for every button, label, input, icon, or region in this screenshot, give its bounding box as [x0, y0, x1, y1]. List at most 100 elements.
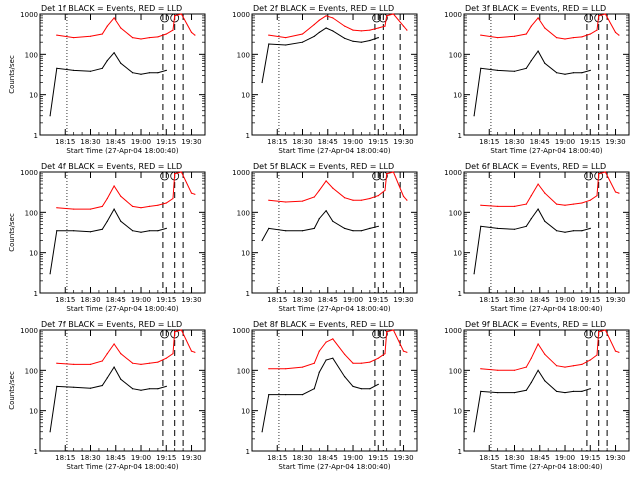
data-point-lld	[172, 197, 174, 200]
data-point-events	[132, 72, 134, 74]
y-tick-label: 10	[453, 408, 462, 416]
x-tick-label: 19:30	[181, 138, 201, 146]
y-tick-label: 100	[449, 51, 462, 59]
data-point-lld	[386, 173, 388, 175]
data-point-lld	[325, 180, 327, 182]
data-point-lld	[537, 183, 539, 185]
y-tick-label: 1000	[20, 327, 38, 335]
data-point-lld	[325, 15, 327, 17]
y-tick-label: 1	[34, 290, 38, 298]
panel-title: Det 7f BLACK = Events, RED = LLD	[41, 320, 182, 329]
data-point-events	[352, 385, 354, 387]
data-point-lld	[596, 354, 598, 356]
data-point-lld	[402, 25, 405, 27]
data-point-lld	[480, 204, 482, 206]
x-tick-label: 18:30	[292, 138, 312, 146]
data-point-lld	[120, 195, 122, 197]
data-point-lld	[332, 17, 334, 19]
data-point-lld	[174, 173, 176, 175]
data-point-events	[497, 69, 499, 71]
y-tick-label: 100	[237, 51, 250, 59]
y-tick-label: 1	[458, 290, 462, 298]
marker-circle	[160, 171, 169, 181]
data-point-lld	[604, 171, 607, 173]
series-line-lld	[480, 13, 620, 40]
data-point-lld	[392, 329, 394, 331]
data-point-events	[73, 386, 75, 388]
data-point-events	[101, 67, 103, 69]
x-tick-label: 19:30	[605, 138, 625, 146]
data-point-events	[544, 220, 546, 222]
data-point-events	[49, 431, 51, 433]
data-point-events	[285, 230, 287, 232]
data-point-lld	[618, 34, 620, 36]
y-tick-label: 10	[29, 92, 38, 100]
y-tick-label: 1	[246, 132, 250, 140]
data-point-lld	[618, 351, 620, 353]
data-point-events	[313, 35, 315, 37]
panel-title: Det 6f BLACK = Events, RED = LLD	[465, 162, 606, 171]
data-point-lld	[157, 204, 159, 206]
data-point-events	[132, 230, 134, 232]
data-point-events	[140, 231, 142, 233]
data-point-lld	[101, 33, 103, 35]
data-point-lld	[325, 341, 327, 343]
data-point-events	[556, 390, 558, 392]
y-tick-label: 10	[453, 250, 462, 258]
data-point-events	[113, 366, 115, 368]
marker-circle	[594, 13, 604, 23]
series-line-events	[261, 357, 379, 432]
data-point-lld	[165, 357, 167, 359]
x-axis-label: Start Time (27-Apr-04 18:00:40)	[490, 147, 602, 155]
data-point-lld	[268, 34, 270, 36]
x-tick-label: 18:15	[479, 296, 499, 304]
data-point-lld	[589, 33, 591, 35]
x-tick-label: 18:15	[55, 296, 75, 304]
data-point-lld	[120, 27, 122, 29]
data-point-lld	[148, 205, 150, 207]
series-line-events	[473, 50, 591, 116]
y-axis-label: Counts/sec	[8, 55, 16, 94]
data-point-events	[165, 69, 167, 71]
data-point-lld	[132, 205, 134, 207]
data-point-events	[301, 230, 304, 232]
series-line-lld	[480, 171, 620, 207]
x-tick-label: 19:15	[368, 454, 388, 462]
data-point-lld	[194, 351, 196, 353]
data-point-lld	[190, 192, 193, 194]
data-point-events	[332, 357, 334, 359]
data-point-events	[56, 67, 58, 69]
x-tick-label: 18:45	[106, 138, 126, 146]
data-point-events	[572, 390, 575, 392]
data-point-lld	[56, 34, 58, 36]
data-point-events	[301, 394, 304, 396]
data-point-lld	[480, 368, 482, 370]
data-point-lld	[172, 353, 174, 355]
data-point-lld	[598, 173, 600, 175]
data-point-lld	[113, 185, 115, 187]
series-line-lld	[56, 171, 196, 210]
detector-panel: Det 2f BLACK = Events, RED = LLD 1 10 100 10…	[232, 4, 418, 155]
data-point-events	[318, 371, 320, 373]
data-point-events	[157, 230, 159, 232]
y-tick-label: 1000	[444, 11, 462, 19]
plot-frame	[463, 13, 630, 136]
data-point-lld	[360, 362, 362, 364]
data-point-lld	[140, 207, 142, 209]
data-point-events	[148, 230, 150, 232]
data-point-lld	[180, 13, 182, 15]
data-point-lld	[537, 17, 539, 19]
data-point-events	[325, 210, 327, 212]
data-point-lld	[301, 366, 304, 368]
x-tick-label: 19:30	[393, 138, 413, 146]
data-point-events	[89, 70, 92, 72]
data-point-events	[589, 388, 591, 390]
data-point-lld	[604, 329, 607, 331]
data-point-lld	[89, 35, 92, 37]
y-tick-label: 1	[246, 290, 250, 298]
y-axis-label: Counts/sec	[8, 371, 16, 410]
data-point-lld	[513, 369, 516, 371]
y-tick-label: 100	[25, 367, 38, 375]
data-point-lld	[402, 195, 405, 197]
data-point-events	[581, 72, 583, 74]
